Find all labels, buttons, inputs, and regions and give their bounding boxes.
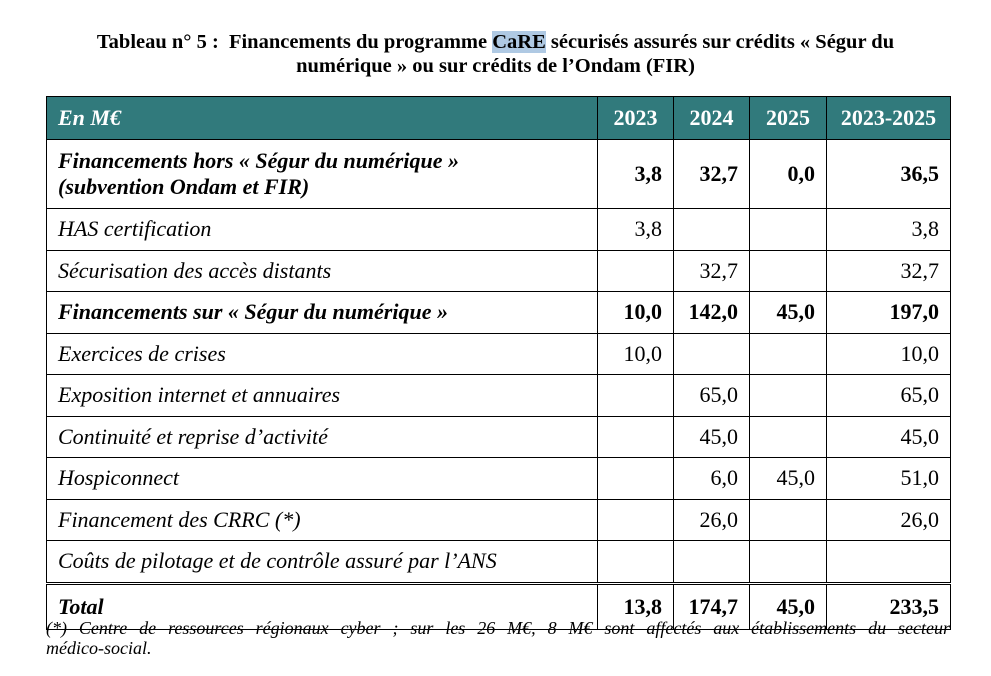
value-2025 [749, 249, 827, 292]
value-2025: 0,0 [749, 139, 827, 209]
value-2023: 10,0 [597, 332, 674, 375]
table-row: Financement des CRRC (*) 26,0 26,0 [46, 498, 951, 541]
financing-table: En M€ 2023 2024 2025 2023-2025 Financeme… [46, 96, 951, 630]
row-label-line-1: Financements hors « Ségur du numérique » [58, 148, 459, 173]
value-2023-2025: 65,0 [826, 374, 951, 417]
column-header-unit: En M€ [46, 96, 598, 140]
value-2024: 32,7 [673, 139, 750, 209]
table-row: Exercices de crises 10,0 10,0 [46, 332, 951, 375]
value-2023: 10,0 [597, 291, 674, 334]
value-2023: 3,8 [597, 139, 674, 209]
value-2025: 45,0 [749, 291, 827, 334]
row-label: Coûts de pilotage et de contrôle assuré … [46, 540, 598, 584]
value-2025 [749, 374, 827, 417]
row-label: Sécurisation des accès distants [46, 249, 598, 292]
row-label-line-2: (subvention Ondam et FIR) [58, 174, 310, 199]
value-2024: 32,7 [673, 249, 750, 292]
value-2023 [597, 374, 674, 417]
value-2024 [673, 332, 750, 375]
caption-text: Financements du programme [228, 31, 488, 53]
value-2023 [597, 457, 674, 500]
row-label: Exercices de crises [46, 332, 598, 375]
value-2023-2025: 45,0 [826, 415, 951, 458]
value-2023: 3,8 [597, 208, 674, 251]
value-2025 [749, 498, 827, 541]
table-row: HAS certification 3,8 3,8 [46, 208, 951, 251]
value-2023 [597, 415, 674, 458]
value-2023-2025: 197,0 [826, 291, 951, 334]
row-label: Continuité et reprise d’activité [46, 415, 598, 458]
row-label: Financements hors « Ségur du numérique »… [46, 139, 598, 209]
value-2023-2025: 32,7 [826, 249, 951, 292]
total-2023: 13,8 [597, 581, 674, 630]
table-row: Exposition internet et annuaires 65,0 65… [46, 374, 951, 417]
value-2025 [749, 415, 827, 458]
highlighted-term: CaRE [492, 31, 546, 53]
value-2024: 6,0 [673, 457, 750, 500]
table-row-total: Total 13,8 174,7 45,0 233,5 [46, 581, 951, 630]
value-2024: 142,0 [673, 291, 750, 334]
footnote: (*) Centre de ressources régionaux cyber… [46, 618, 950, 658]
value-2024 [673, 540, 750, 584]
total-2023-2025: 233,5 [826, 581, 951, 630]
value-2023-2025: 26,0 [826, 498, 951, 541]
table-row-subtotal: Financements hors « Ségur du numérique »… [46, 139, 951, 209]
footnote-line-1: (*) Centre de ressources régionaux cyber… [46, 618, 950, 638]
table-row: Coûts de pilotage et de contrôle assuré … [46, 540, 951, 584]
footnote-line-2: médico-social. [46, 638, 152, 658]
table-row: Sécurisation des accès distants 32,7 32,… [46, 249, 951, 292]
value-2023 [597, 249, 674, 292]
row-label: HAS certification [46, 208, 598, 251]
row-label: Financements sur « Ségur du numérique » [46, 291, 598, 334]
table-caption: Tableau n° 5 : Financements du programme… [0, 30, 991, 78]
value-2023-2025: 10,0 [826, 332, 951, 375]
row-label: Hospiconnect [46, 457, 598, 500]
column-header-2024: 2024 [673, 96, 750, 140]
value-2024: 26,0 [673, 498, 750, 541]
total-2024: 174,7 [673, 581, 750, 630]
column-header-2023: 2023 [597, 96, 674, 140]
value-2024: 65,0 [673, 374, 750, 417]
value-2023-2025 [826, 540, 951, 584]
total-2025: 45,0 [749, 581, 827, 630]
value-2025: 45,0 [749, 457, 827, 500]
total-label: Total [46, 581, 598, 630]
value-2023 [597, 540, 674, 584]
value-2023-2025: 3,8 [826, 208, 951, 251]
value-2023-2025: 51,0 [826, 457, 951, 500]
caption-label: Tableau n° 5 : [96, 31, 219, 53]
value-2025 [749, 208, 827, 251]
column-header-2025: 2025 [749, 96, 827, 140]
table-header-row: En M€ 2023 2024 2025 2023-2025 [46, 96, 951, 140]
row-label: Exposition internet et annuaires [46, 374, 598, 417]
value-2023-2025: 36,5 [826, 139, 951, 209]
table-row-subtotal: Financements sur « Ségur du numérique » … [46, 291, 951, 334]
caption-line-2: numérique » ou sur crédits de l’Ondam (F… [296, 55, 695, 77]
value-2025 [749, 540, 827, 584]
table-row: Continuité et reprise d’activité 45,0 45… [46, 415, 951, 458]
row-label: Financement des CRRC (*) [46, 498, 598, 541]
column-header-2023-2025: 2023-2025 [826, 96, 951, 140]
table-row: Hospiconnect 6,0 45,0 51,0 [46, 457, 951, 500]
caption-text-continued: sécurisés assurés sur crédits « Ségur du [550, 31, 895, 53]
value-2025 [749, 332, 827, 375]
value-2024 [673, 208, 750, 251]
value-2024: 45,0 [673, 415, 750, 458]
value-2023 [597, 498, 674, 541]
